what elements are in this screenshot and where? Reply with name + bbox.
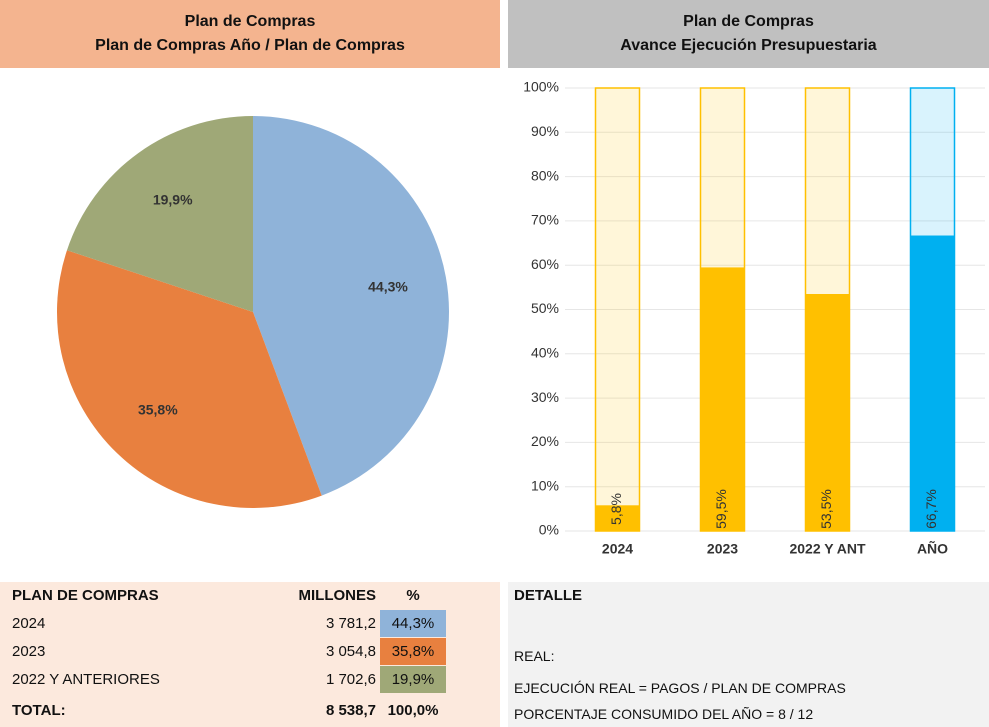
slice-label: 19,9% xyxy=(153,191,193,207)
table-header: MILLONES xyxy=(298,587,377,604)
y-tick-label: 100% xyxy=(523,79,559,95)
y-tick-label: 20% xyxy=(531,433,559,449)
bar xyxy=(910,235,955,532)
y-tick-label: 70% xyxy=(531,212,559,228)
y-tick-label: 60% xyxy=(531,256,559,272)
table-row: 2024 xyxy=(12,615,46,632)
table-row: 2022 Y ANTERIORES xyxy=(12,671,160,688)
pie-header: Plan de Compras Plan de Compras Año / Pl… xyxy=(0,0,500,68)
pie-subtitle: Plan de Compras Año / Plan de Compras xyxy=(95,37,405,54)
detail-line: PORCENTAJE CONSUMIDO DEL AÑO = 8 / 12 xyxy=(514,706,814,722)
table-total: TOTAL: xyxy=(12,702,66,719)
x-tick-label: AÑO xyxy=(917,540,948,557)
detail-header: DETALLE xyxy=(514,587,583,604)
table-row: 44,3% xyxy=(380,610,446,637)
bar-track xyxy=(594,87,641,532)
value-label: 66,7% xyxy=(923,489,939,529)
y-tick-label: 30% xyxy=(531,389,559,405)
y-tick-label: 50% xyxy=(531,300,559,316)
x-tick-label: 2024 xyxy=(602,541,633,557)
x-tick-label: 2022 Y ANT xyxy=(789,541,865,557)
value-label: 59,5% xyxy=(713,489,729,529)
table-row: 3 781,2 xyxy=(325,615,376,632)
table-row: 19,9% xyxy=(380,666,446,693)
bar-header: Plan de Compras Avance Ejecución Presupu… xyxy=(508,0,989,68)
bar xyxy=(700,267,745,531)
slice-label: 35,8% xyxy=(138,402,178,418)
slice-label: 44,3% xyxy=(368,278,408,294)
table-total: 100,0% xyxy=(387,702,439,719)
detail-line: EJECUCIÓN REAL = PAGOS / PLAN DE COMPRAS xyxy=(514,680,846,696)
table-row: 2023 xyxy=(12,643,46,660)
bar xyxy=(595,505,640,531)
table-row: 3 054,8 xyxy=(325,643,376,660)
table-header: % xyxy=(406,587,420,604)
table-header: PLAN DE COMPRAS xyxy=(12,587,159,604)
pie-slice xyxy=(253,116,449,496)
detail-line: REAL: xyxy=(514,648,555,664)
y-tick-label: 80% xyxy=(531,167,559,183)
pie-slice xyxy=(57,250,322,509)
table-total: 8 538,7 xyxy=(325,702,376,719)
detail-bg xyxy=(508,582,989,727)
value-label: 5,8% xyxy=(608,493,624,525)
value-label: 53,5% xyxy=(818,489,834,529)
table-row: 35,8% xyxy=(380,638,446,665)
y-tick-label: 0% xyxy=(539,522,559,538)
bar xyxy=(805,293,850,531)
y-tick-label: 10% xyxy=(531,477,559,493)
x-tick-label: 2023 xyxy=(707,541,738,557)
bar-subtitle: Avance Ejecución Presupuestaria xyxy=(620,37,877,54)
table-row: 1 702,6 xyxy=(325,671,376,688)
pie-slice xyxy=(66,116,253,312)
bar-title: Plan de Compras xyxy=(683,13,814,30)
pie-title: Plan de Compras xyxy=(184,13,316,30)
y-tick-label: 90% xyxy=(531,123,559,139)
y-tick-label: 40% xyxy=(531,345,559,361)
